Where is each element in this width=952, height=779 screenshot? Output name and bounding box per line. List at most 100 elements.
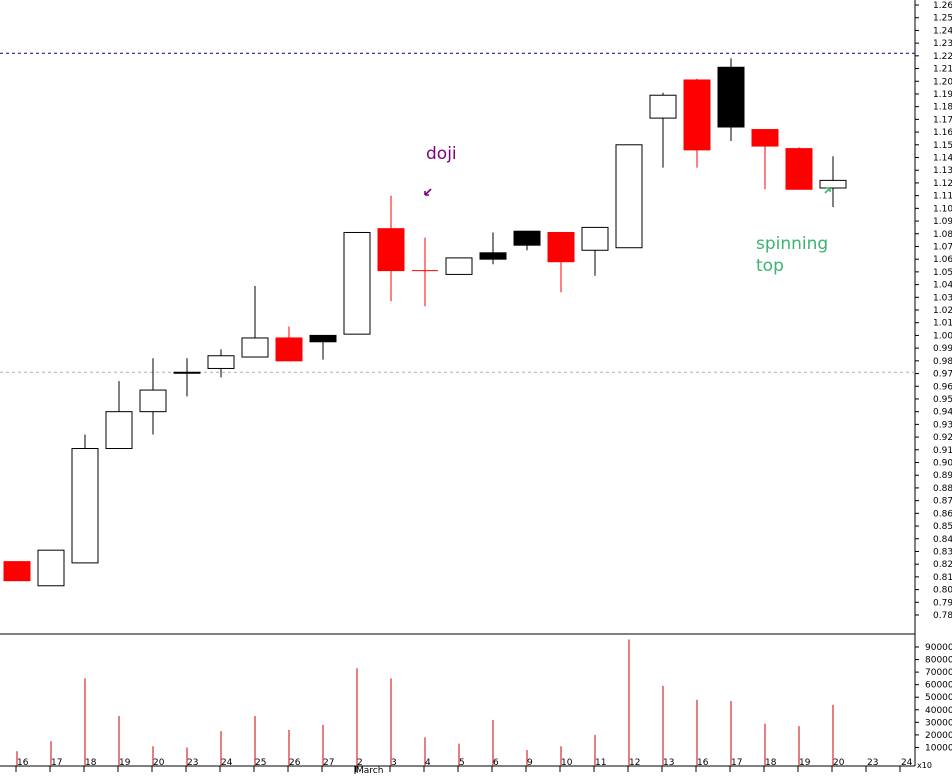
price-tick-label: 0.96 [933, 382, 952, 392]
price-tick-label: 0.79 [933, 598, 952, 608]
candles [3, 58, 847, 587]
date-label: 19 [799, 758, 811, 768]
candle [751, 129, 779, 190]
candle [207, 349, 235, 378]
volume-tick-label: 80000 [925, 656, 952, 666]
price-tick-label: 1.25 [933, 14, 952, 24]
spinning-top-annotation-line2: top [756, 256, 784, 276]
date-label: 25 [255, 758, 266, 768]
candle [71, 434, 99, 564]
price-tick-label: 1.03 [933, 293, 952, 303]
price-tick-label: 0.94 [933, 408, 952, 418]
price-tick-label: 1.18 [933, 103, 952, 113]
date-label: 16 [17, 758, 29, 768]
price-tick-label: 1.21 [933, 65, 952, 75]
volume-tick-label: 60000 [925, 681, 952, 691]
price-tick-label: 1.00 [933, 331, 952, 341]
date-label: 19 [119, 758, 131, 768]
price-tick-label: 1.08 [933, 230, 952, 240]
candle-body [3, 561, 31, 582]
price-tick-label: 1.12 [933, 179, 952, 189]
candle-body [819, 179, 847, 189]
price-tick-label: 1.20 [933, 77, 952, 87]
price-tick-label: 0.90 [933, 459, 952, 469]
candle [547, 231, 575, 293]
candle [377, 195, 405, 302]
date-label: 20 [833, 758, 845, 768]
candle-body [581, 226, 609, 251]
candle [785, 147, 813, 190]
candle-body [513, 230, 541, 246]
candle [173, 358, 201, 397]
volume-unit-label: x10 [917, 761, 932, 770]
candle [412, 237, 438, 307]
price-tick-label: 0.99 [933, 344, 952, 354]
candle [615, 144, 643, 249]
candle [3, 561, 31, 582]
date-label: 24 [221, 758, 233, 768]
price-tick-label: 0.87 [933, 497, 952, 507]
price-tick-label: 0.88 [933, 484, 952, 494]
doji-annotation: doji [426, 144, 457, 164]
candle [445, 257, 473, 275]
date-axis: 16 17 18 19 20 23 24 25 26 27 2 3 4 5 6 9 10 11 12 13 16 17 18… [15, 758, 913, 776]
price-tick-label: 1.13 [933, 166, 952, 176]
candle-body [751, 129, 779, 147]
price-tick-label: 1.24 [933, 26, 952, 36]
month-label: March [356, 766, 383, 774]
date-label: 13 [663, 758, 674, 768]
price-tick-label: 1.14 [933, 154, 952, 164]
date-label: 17 [51, 758, 62, 768]
date-label: 23 [187, 758, 198, 768]
candle-body [207, 355, 235, 369]
spinning-top-annotation-line1: spinning [756, 234, 828, 254]
date-label: 27 [323, 758, 334, 768]
candle-body [139, 389, 167, 413]
price-tick-label: 0.78 [933, 611, 952, 621]
candle [819, 156, 847, 208]
candle-body [71, 448, 99, 564]
date-label: 17 [731, 758, 742, 768]
candle-body [547, 231, 575, 263]
candle-body [717, 66, 745, 128]
candle-body [649, 94, 677, 119]
candle-body [309, 334, 337, 343]
spinning-top-arrow-icon [824, 187, 831, 194]
candle [649, 92, 677, 168]
price-tick-label: 1.10 [933, 204, 952, 214]
candle-body [275, 337, 303, 362]
price-tick-label: 1.23 [933, 39, 952, 49]
candle [479, 232, 507, 265]
candle-body [173, 371, 201, 374]
price-tick-label: 1.07 [933, 242, 952, 252]
date-label: 24 [901, 758, 913, 768]
price-tick-label: 1.05 [933, 268, 952, 278]
price-tick-label: 0.97 [933, 370, 952, 380]
price-tick-label: 1.04 [933, 281, 952, 291]
candle-body [479, 252, 507, 260]
price-tick-label: 1.19 [933, 90, 952, 100]
doji-arrow-icon [424, 188, 432, 196]
date-label: 12 [629, 758, 640, 768]
price-tick-label: 1.15 [933, 141, 952, 151]
price-tick-label: 0.83 [933, 547, 952, 557]
price-tick-label: 1.26 [933, 1, 952, 11]
candle-body [683, 79, 711, 151]
price-tick-label: 1.11 [933, 192, 952, 202]
candle-body [615, 144, 643, 249]
price-tick-label: 0.93 [933, 420, 952, 430]
price-tick-label: 1.22 [933, 52, 952, 62]
date-label: 2 [357, 758, 363, 768]
price-tick-label: 1.02 [933, 306, 952, 316]
price-tick-label: 0.95 [933, 395, 952, 405]
candle [513, 230, 541, 251]
price-tick-label: 1.16 [933, 128, 952, 138]
price-panel-bg [0, 0, 915, 634]
price-tick-label: 0.81 [933, 573, 952, 583]
price-tick-label: 0.85 [933, 522, 952, 532]
date-label: 20 [153, 758, 165, 768]
candle-body [785, 148, 813, 190]
date-label: 18 [765, 758, 777, 768]
date-label: 4 [425, 758, 431, 768]
